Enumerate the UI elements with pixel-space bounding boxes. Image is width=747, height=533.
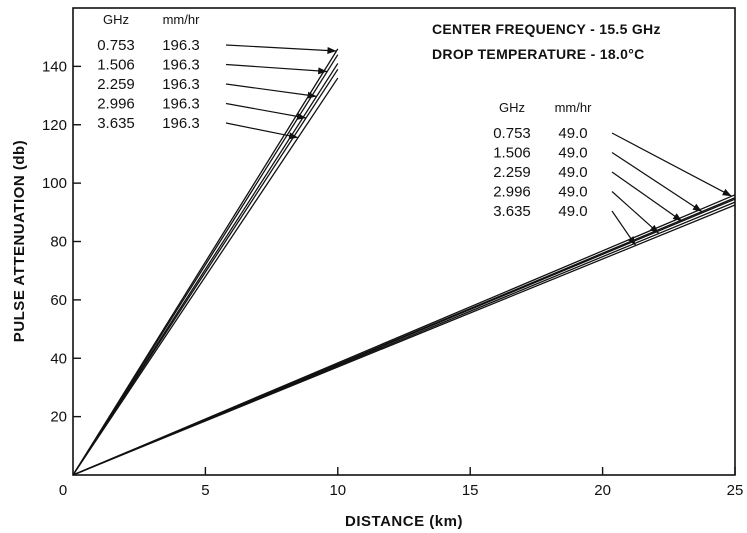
legend-rain-rate: 49.0 <box>558 125 587 142</box>
legend-arrow-head <box>722 188 732 197</box>
legend-arrow-head <box>307 91 317 99</box>
legend-bandwidth: 2.259 <box>493 164 531 181</box>
legend-bandwidth: 3.635 <box>493 203 531 220</box>
legend-arrow-line <box>611 132 732 197</box>
annotation-center-frequency: CENTER FREQUENCY - 15.5 GHz <box>432 21 661 37</box>
legend-bandwidth: 0.753 <box>97 37 135 54</box>
y-tick-label: 40 <box>50 350 67 367</box>
legend-arrow-line <box>225 122 299 139</box>
legend-arrow-head <box>327 47 337 55</box>
x-tick-label: 15 <box>462 482 479 499</box>
legend-bandwidth: 0.753 <box>493 125 531 142</box>
tick-group: 0 5 10 15 20 25 20 40 60 80 100 120 140 <box>42 58 743 499</box>
legend-arrow-line <box>611 191 660 234</box>
legend-arrow-line <box>611 171 683 222</box>
y-tick-label: 120 <box>42 117 67 134</box>
legend-header-rain-rate: mm/hr <box>163 12 201 27</box>
x-tick-label: 25 <box>727 482 744 499</box>
legend-bandwidth: 1.506 <box>97 57 135 74</box>
legend-arrow-line <box>225 83 317 97</box>
series-group <box>72 48 736 476</box>
legend-bandwidth: 2.996 <box>493 184 531 201</box>
x-tick-label: 10 <box>329 482 346 499</box>
legend-rain-rate: 196.3 <box>162 76 200 93</box>
y-axis-title: PULSE ATTENUATION (db) <box>11 140 28 342</box>
legend-rain-rate: 49.0 <box>558 145 587 162</box>
x-axis-title: DISTANCE (km) <box>345 513 463 530</box>
series-line-group0-1 <box>72 54 339 476</box>
x-tick-label-0: 0 <box>59 482 67 499</box>
legend-arrow-head <box>649 224 659 234</box>
legend-rain-rate: 196.3 <box>162 115 200 132</box>
y-tick-label: 100 <box>42 175 67 192</box>
legend-rain-rate: 49.0 <box>558 203 587 220</box>
legend-arrow-head <box>672 213 683 222</box>
series-line-group0-4 <box>72 77 339 476</box>
legend-group: GHz mm/hr 0.753 196.3 1.506 196.3 2.259 196.3 2.… <box>97 12 732 246</box>
legend-bandwidth: 2.996 <box>97 96 135 113</box>
legend-header-ghz: GHz <box>103 12 129 27</box>
y-tick-label: 60 <box>50 292 67 309</box>
legend-arrow-line <box>225 102 307 119</box>
annotation-drop-temperature: DROP TEMPERATURE - 18.0°C <box>432 46 645 62</box>
legend-rain-rate: 49.0 <box>558 184 587 201</box>
legend-arrow-head <box>627 236 636 246</box>
x-tick-label: 20 <box>594 482 611 499</box>
legend-header-ghz: GHz <box>499 100 525 115</box>
legend-arrow-head <box>296 112 307 120</box>
legend-arrow-line <box>225 63 328 73</box>
legend-rain-rate: 196.3 <box>162 37 200 54</box>
legend-rain-rate: 196.3 <box>162 57 200 74</box>
legend-arrow-head <box>317 67 328 75</box>
y-tick-label: 140 <box>42 58 67 75</box>
legend-arrow-head <box>288 132 299 140</box>
legend-bandwidth: 1.506 <box>493 145 531 162</box>
legend-arrow-line <box>611 151 703 213</box>
legend-arrow-line <box>225 44 337 52</box>
y-tick-label: 20 <box>50 409 67 426</box>
legend-arrow-head <box>692 203 702 212</box>
legend-bandwidth: 3.635 <box>97 115 135 132</box>
legend-rain-rate: 196.3 <box>162 96 200 113</box>
legend-header-rain-rate: mm/hr <box>555 100 593 115</box>
legend-rain-rate: 49.0 <box>558 164 587 181</box>
y-tick-label: 80 <box>50 234 67 251</box>
x-tick-label: 5 <box>201 482 209 499</box>
legend-bandwidth: 2.259 <box>97 76 135 93</box>
series-line-group1-4 <box>72 204 736 476</box>
